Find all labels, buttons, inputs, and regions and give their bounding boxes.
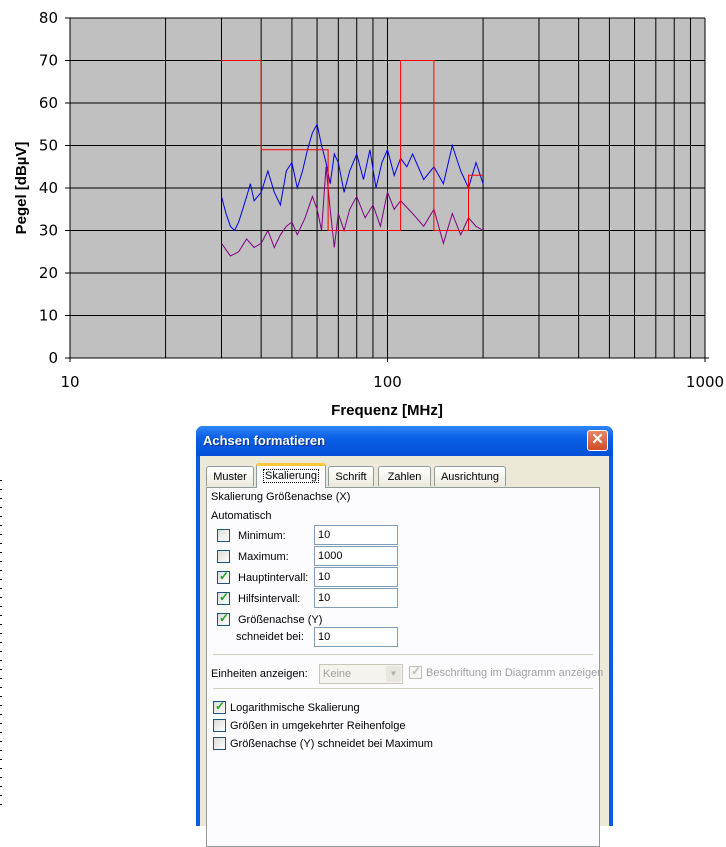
crosses-at-label: Größenachse (Y) (238, 614, 323, 626)
show-units-label: Beschriftung im Diagramm anzeigen (426, 667, 604, 679)
tab-muster[interactable]: Muster (206, 466, 254, 486)
y-tick-label: 30 (39, 222, 58, 240)
check-mark-icon: ✓ (411, 664, 422, 678)
y-tick-label: 0 (48, 349, 58, 367)
minimum-checkbox[interactable] (217, 529, 230, 542)
units-select[interactable]: Keine ▼ (319, 664, 403, 684)
close-button[interactable]: ✕ (587, 430, 608, 451)
x-tick-label: 1000 (686, 373, 724, 391)
x-axis-label: Frequenz [MHz] (331, 402, 443, 419)
crosses-at-label-2: schneidet bei: (236, 631, 304, 643)
crosses-at-checkbox[interactable]: ✓ (217, 611, 230, 626)
check-mark-icon: ✓ (219, 611, 230, 625)
y-tick-label: 70 (39, 52, 58, 70)
dialog-titlebar[interactable]: Achsen formatieren ✕ (196, 426, 613, 456)
log-scale-label: Logarithmische Skalierung (230, 702, 360, 714)
maximum-checkbox[interactable] (217, 550, 230, 563)
tab-ausrichtung[interactable]: Ausrichtung (434, 466, 506, 486)
chevron-down-icon[interactable]: ▼ (386, 666, 401, 682)
y-axis-label: Pegel [dBµV] (13, 142, 30, 235)
section-title: Skalierung Größenachse (X) (211, 491, 351, 503)
tab-schrift[interactable]: Schrift (328, 466, 374, 486)
separator (213, 688, 593, 689)
minimum-field[interactable]: 10 (314, 525, 398, 545)
series-line-1 (221, 122, 484, 232)
y-tick-label: 50 (39, 137, 58, 155)
minor-unit-field[interactable]: 10 (314, 588, 398, 608)
minor-unit-label: Hilfsintervall: (238, 593, 301, 605)
grid-lines (69, 17, 706, 359)
check-mark-icon: ✓ (219, 569, 230, 583)
y-tick-label: 40 (39, 179, 58, 197)
window-edge-marks (0, 480, 2, 811)
units-label: Einheiten anzeigen: (211, 668, 308, 680)
reverse-order-label: Größen in umgekehrter Reihenfolge (230, 720, 406, 732)
log-scale-checkbox[interactable]: ✓ (213, 699, 226, 714)
x-tick-label: 10 (60, 373, 79, 391)
format-axis-dialog: Achsen formatieren ✕ Muster Skalierung S… (196, 426, 613, 847)
tab-skalierung-label: Skalierung (263, 469, 319, 483)
cross-at-max-label: Größenachse (Y) schneidet bei Maximum (230, 738, 433, 750)
minor-unit-checkbox[interactable]: ✓ (217, 590, 230, 605)
check-mark-icon: ✓ (215, 699, 226, 713)
check-mark-icon: ✓ (219, 590, 230, 604)
tab-skalierung[interactable]: Skalierung (256, 463, 326, 488)
y-tick-label: 60 (39, 94, 58, 112)
x-tick-label: 100 (373, 373, 402, 391)
axes (65, 17, 709, 362)
major-unit-checkbox[interactable]: ✓ (217, 569, 230, 584)
separator (213, 654, 593, 655)
major-unit-label: Hauptintervall: (238, 572, 309, 584)
crosses-at-field[interactable]: 10 (314, 627, 398, 647)
auto-label: Automatisch (211, 510, 272, 522)
series-line-3 (221, 60, 484, 231)
show-units-checkbox[interactable]: ✓ (409, 664, 422, 679)
units-select-value: Keine (323, 668, 352, 680)
cross-at-max-checkbox[interactable] (213, 737, 226, 750)
maximum-label: Maximum: (238, 551, 289, 563)
dialog-client-area: Muster Skalierung Schrift Zahlen Ausrich… (200, 456, 609, 847)
minimum-label: Minimum: (238, 530, 286, 542)
major-unit-field[interactable]: 10 (314, 567, 398, 587)
y-tick-labels: 0 10 20 30 40 50 60 70 80 (39, 9, 58, 367)
y-tick-label: 80 (39, 9, 58, 27)
dialog-title: Achsen formatieren (203, 433, 326, 448)
y-tick-label: 10 (39, 307, 58, 325)
reverse-order-checkbox[interactable] (213, 719, 226, 732)
maximum-field[interactable]: 1000 (314, 546, 398, 566)
data-series (221, 60, 484, 257)
scaling-panel: Skalierung Größenachse (X) Automatisch M… (206, 487, 604, 847)
tab-zahlen[interactable]: Zahlen (378, 466, 431, 486)
y-tick-label: 20 (39, 264, 58, 282)
x-tick-labels: 10 100 1000 (60, 373, 724, 391)
